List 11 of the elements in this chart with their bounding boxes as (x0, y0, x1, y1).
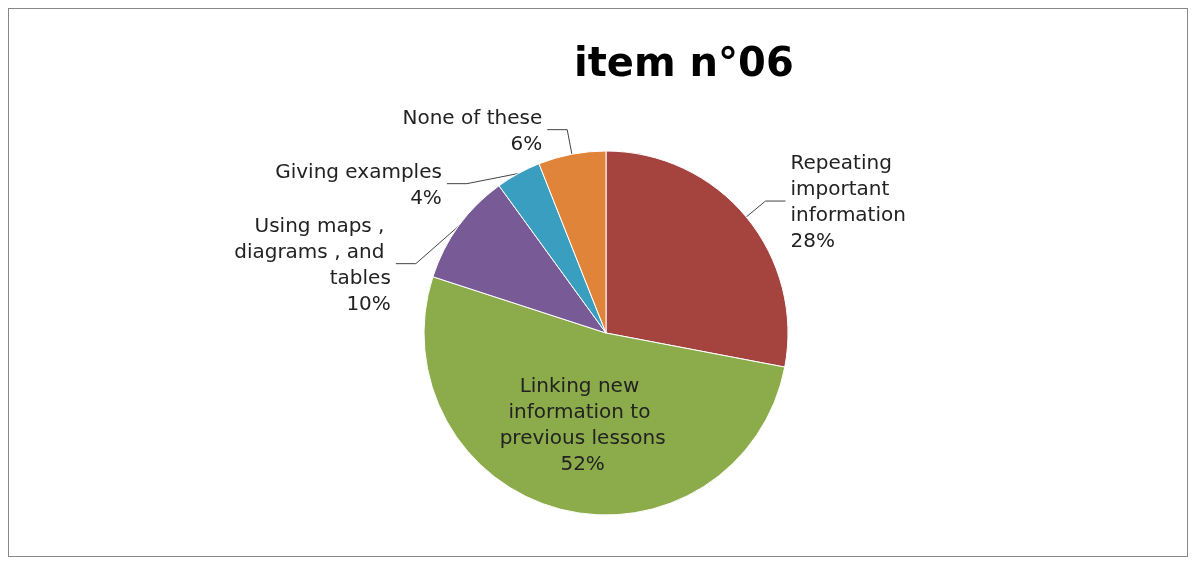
slice-label: None of these (402, 104, 543, 129)
data-label: 28% (790, 228, 835, 253)
slice-label: Using maps , diagrams , and tables (234, 212, 391, 289)
data-label: 4% (410, 184, 442, 209)
data-label: 6% (510, 130, 543, 155)
slice-label: Giving examples (275, 158, 442, 183)
chart-title: item n°06 (574, 39, 794, 85)
slice-label: Linking new information to previous lessons (499, 373, 666, 450)
data-label: 10% (346, 290, 391, 315)
slice-label: Repeating important information (790, 150, 906, 227)
data-label: 52% (560, 451, 605, 476)
